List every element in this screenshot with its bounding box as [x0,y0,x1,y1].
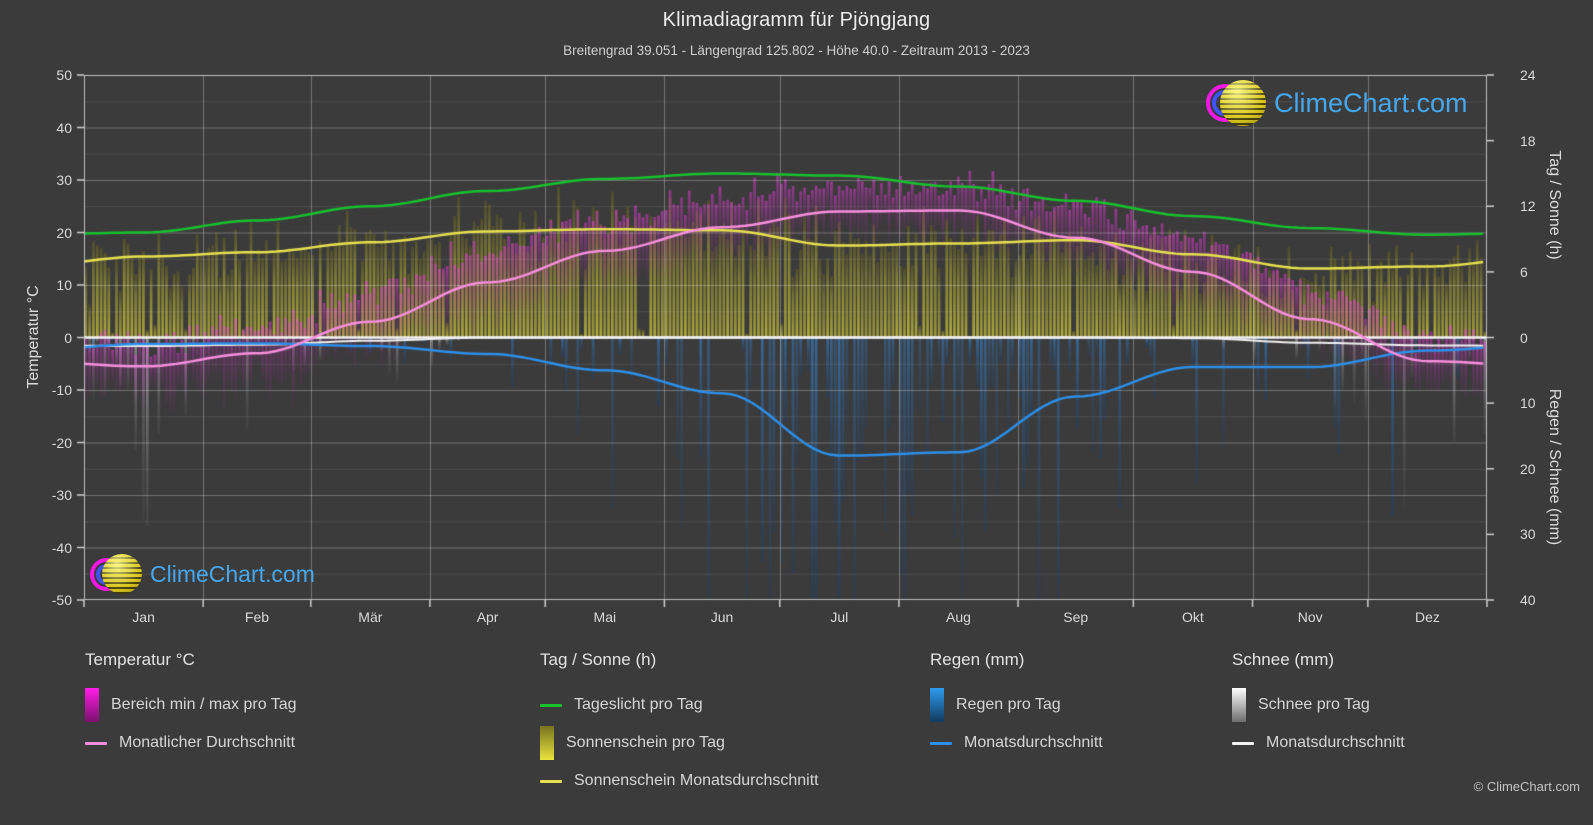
legend-bar-swatch-icon [540,726,554,760]
legend-item: Monatsdurchschnitt [930,724,1103,762]
temp-tick--40: -40 [51,539,72,556]
legend-line-swatch-icon [540,703,562,707]
sun-tick-0: 0 [1520,329,1528,346]
temp-tick--50: -50 [51,592,72,608]
y-axis-title-sun: Tag / Sonne (h) [1546,150,1563,260]
legend-item-label: Tageslicht pro Tag [574,696,703,713]
temp-tick--20: -20 [51,434,72,451]
legend-item: Monatsdurchschnitt [1232,724,1405,762]
precip-tick-30: 30 [1520,526,1536,543]
legend-item: Sonnenschein Monatsdurchschnitt [540,762,819,800]
legend-item: Bereich min / max pro Tag [85,686,297,724]
legend-bar-swatch-icon [1232,688,1246,722]
legend-group-3: Regen (mm) Regen pro Tag Monatsdurchschnit… [930,650,1103,762]
page-subtitle: Breitengrad 39.051 - Längengrad 125.802 … [563,43,1030,58]
month-label-nov: Nov [1297,609,1323,625]
legend-item-label: Sonnenschein pro Tag [566,734,725,751]
temp-tick--30: -30 [51,487,72,503]
page-title: Klimadiagramm für Pjöngjang [662,9,931,31]
month-label-sep: Sep [1063,609,1089,625]
logo-text: ClimeChart.com [1274,87,1468,118]
sun-tick-12: 12 [1520,198,1536,215]
legend-group-1: Temperatur °C Bereich min / max pro Tag Mo… [85,650,297,762]
legend-item-label: Monatsdurchschnitt [1266,734,1405,751]
sun-tick-24: 24 [1520,67,1536,83]
month-label-okt: Okt [1182,609,1204,625]
temp-tick-10: 10 [56,277,72,293]
sun-tick-18: 18 [1520,132,1536,149]
legend-group-4: Schnee (mm) Schnee pro Tag Monatsdurchschn… [1232,650,1405,762]
legend-group-title: Tag / Sonne (h) [540,650,657,669]
legend-group-title: Temperatur °C [85,650,195,669]
temp-tick-0: 0 [64,329,72,346]
legend-group-title: Regen (mm) [930,650,1025,669]
legend-bar-swatch-icon [85,688,99,722]
logo-sun-icon [1220,80,1266,126]
legend-item-label: Bereich min / max pro Tag [111,696,297,713]
precip-tick-40: 40 [1520,592,1536,608]
temp-tick-40: 40 [56,119,72,136]
legend-line-swatch-icon [85,741,107,745]
month-label-aug: Aug [946,609,971,625]
temp-tick-50: 50 [56,67,72,83]
month-label-mai: Mai [593,609,617,625]
sun-tick-6: 6 [1520,263,1528,280]
precip-tick-20: 20 [1520,460,1536,477]
copyright-note: © ClimeChart.com [1473,779,1580,794]
legend-item: Sonnenschein pro Tag [540,724,819,762]
legend-group-title: Schnee (mm) [1232,650,1335,669]
month-label-dez: Dez [1414,609,1440,625]
legend-line-swatch-icon [1232,741,1254,745]
month-label-feb: Feb [244,609,270,625]
logo-text: ClimeChart.com [150,560,315,587]
legend-item-label: Monatlicher Durchschnitt [119,734,296,751]
legend-item: Monatlicher Durchschnitt [85,724,297,762]
legend-item: Schnee pro Tag [1232,686,1405,724]
legend-item-label: Monatsdurchschnitt [964,734,1103,751]
legend-item-label: Schnee pro Tag [1258,696,1370,713]
legend-item: Tageslicht pro Tag [540,686,819,724]
temp-tick-30: 30 [56,172,72,188]
logo-sun-icon [102,554,142,594]
legend-line-swatch-icon [930,741,952,745]
month-label-mär: Mär [358,609,383,625]
y-axis-title-precip: Regen / Schnee (mm) [1546,388,1563,546]
month-label-jan: Jan [132,609,155,625]
month-label-jun: Jun [710,609,734,625]
legend-line-swatch-icon [540,779,562,783]
temp-tick--10: -10 [51,382,72,398]
legend-item-label: Regen pro Tag [956,696,1061,713]
legend-group-2: Tag / Sonne (h) Tageslicht pro Tag Sonnens… [540,650,819,800]
month-label-apr: Apr [476,609,499,625]
climechart-logo-bottom: ClimeChart.com [90,554,315,594]
month-label-jul: Jul [830,609,849,625]
legend-item: Regen pro Tag [930,686,1103,724]
climechart-logo-top: ClimeChart.com [1206,80,1468,126]
legend-bar-swatch-icon [930,688,944,722]
legend-item-label: Sonnenschein Monatsdurchschnitt [574,772,819,789]
precip-tick-10: 10 [1520,395,1536,412]
temp-tick-20: 20 [56,224,72,241]
